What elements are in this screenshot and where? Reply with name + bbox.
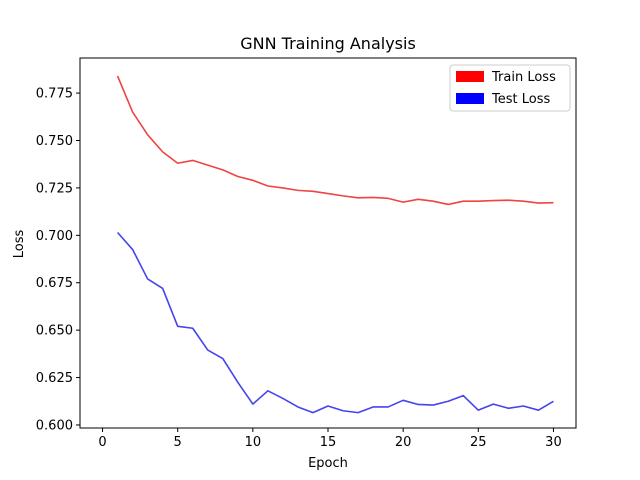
- y-tick-label-6: 0.750: [36, 134, 73, 149]
- legend-label-0: Train Loss: [491, 70, 556, 85]
- x-tick-label-4: 20: [395, 435, 412, 450]
- x-tick-label-2: 10: [245, 435, 262, 450]
- y-tick-label-3: 0.675: [36, 276, 73, 291]
- x-tick-label-6: 30: [545, 435, 562, 450]
- y-axis-label: Loss: [12, 230, 27, 259]
- legend: Train Loss Test Loss: [449, 64, 571, 112]
- series-line-0: [116, 75, 554, 206]
- x-tick-label-1: 5: [174, 435, 182, 450]
- x-tick-label-0: 0: [98, 435, 106, 450]
- y-tick-label-1: 0.625: [36, 371, 73, 386]
- x-tick-label-5: 25: [470, 435, 487, 450]
- x-axis-label: Epoch: [308, 456, 348, 471]
- y-tick-label-2: 0.650: [36, 324, 73, 339]
- series-line-1: [116, 231, 554, 414]
- legend-label-1: Test Loss: [491, 92, 550, 107]
- axes: 0 5 10 15 20 25 30 0.600 0.625 0.650 0.675 0.700 0.7…: [36, 57, 577, 450]
- y-tick-label-0: 0.600: [36, 418, 73, 433]
- x-tick-label-3: 15: [320, 435, 337, 450]
- legend-swatch-0: [456, 71, 484, 82]
- y-tick-label-4: 0.700: [36, 229, 73, 244]
- axes-frame: [79, 57, 577, 429]
- chart-title: GNN Training Analysis: [240, 34, 416, 53]
- y-tick-label-7: 0.775: [36, 87, 73, 102]
- y-tick-label-5: 0.725: [36, 181, 73, 196]
- plot-area: [116, 75, 554, 414]
- legend-swatch-1: [456, 93, 484, 104]
